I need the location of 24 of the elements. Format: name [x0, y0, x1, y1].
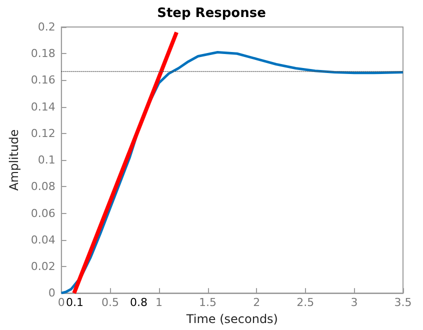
y-axis-title: Amplitude	[7, 129, 21, 191]
x-tick-label: 0	[58, 296, 65, 310]
text: 0.1	[66, 296, 84, 309]
x-tick-label: 3.5	[394, 296, 412, 310]
y-tick-label: 0.06	[30, 206, 56, 220]
y-tick-label: 0.14	[30, 100, 56, 114]
x-tick-label: 2	[253, 296, 260, 310]
text: 0.8	[130, 296, 148, 309]
x-tick-label: 0.5	[101, 296, 119, 310]
x-tick-label: 3	[350, 296, 358, 310]
y-tick-label: 0.18	[30, 47, 56, 60]
y-tick-label: 0.12	[30, 126, 56, 140]
x-tick-label: 2.5	[296, 296, 314, 310]
x-tick-label: 1	[155, 296, 162, 310]
chart-title: Step Response	[157, 6, 266, 21]
y-tick-label: 0.16	[30, 74, 56, 87]
y-tick-label: 0.1	[38, 154, 56, 167]
y-tick-label: 0.2	[38, 20, 56, 34]
x-axis-title: Time (seconds)	[185, 312, 278, 326]
y-tick-label: 0.04	[30, 233, 56, 246]
x-tick-label: 1.5	[199, 296, 217, 310]
y-tick-label: 0.08	[30, 180, 56, 194]
y-tick-label: 0	[48, 286, 56, 300]
y-tick-label: 0.02	[30, 260, 56, 273]
